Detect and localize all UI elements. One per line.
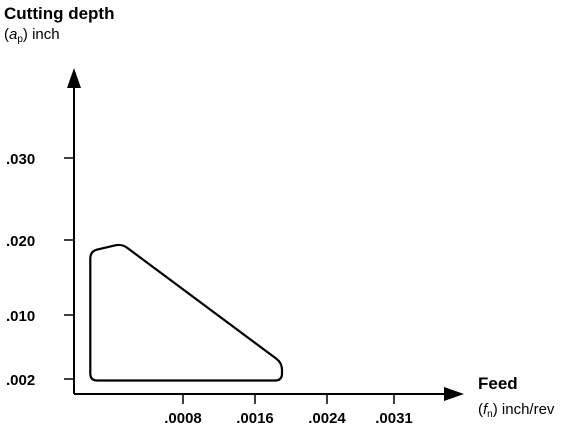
y-axis-title: Cutting depth xyxy=(4,4,115,23)
x-tick-label: .0008 xyxy=(164,410,202,427)
operating-region-outline xyxy=(89,243,284,382)
x-axis-arrowhead xyxy=(444,387,464,401)
y-tick-label: .020 xyxy=(6,233,35,250)
x-tick-label: .0031 xyxy=(375,410,413,427)
y-axis-arrowhead xyxy=(67,68,81,88)
y-tick-label: .010 xyxy=(6,308,35,325)
y-tick-label: .002 xyxy=(6,372,35,389)
x-axis-unit: (fn) inch/rev xyxy=(478,401,555,420)
x-tick-label: .0016 xyxy=(236,410,274,427)
y-tick-label: .030 xyxy=(6,151,35,168)
x-axis-title: Feed xyxy=(478,374,518,393)
x-tick-label: .0024 xyxy=(308,410,346,427)
y-axis-unit: (ap) inch xyxy=(4,26,60,45)
